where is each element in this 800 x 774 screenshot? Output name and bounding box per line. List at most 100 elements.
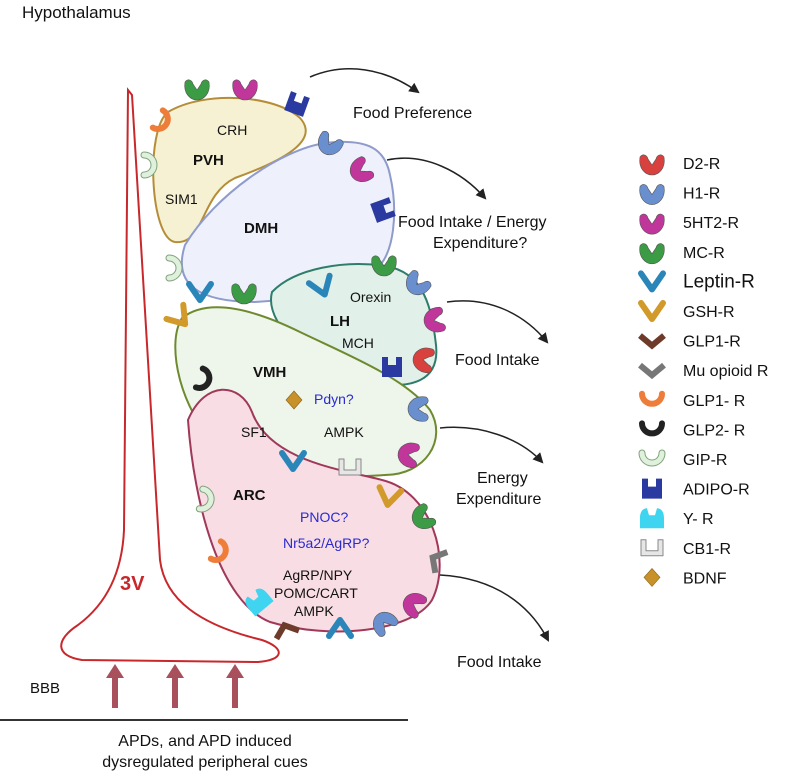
gip-rreceptor-icon	[140, 151, 158, 179]
legend-item: GLP1-R	[638, 333, 741, 351]
legend-label: H1-R	[683, 186, 720, 203]
diagram-title: Hypothalamus	[22, 3, 131, 22]
mc-rreceptor-icon	[184, 79, 210, 101]
marker-orexin: Orexin	[350, 289, 391, 305]
legend-item: MC-R	[639, 243, 725, 265]
5ht2-rreceptor-icon	[402, 592, 427, 619]
5ht2-rreceptor-icon	[423, 306, 446, 333]
legend-item: GIP-R	[638, 449, 727, 469]
diagram-receptors	[140, 79, 449, 641]
arrow-food-intake-lh	[446, 300, 549, 344]
5ht2-rreceptor-icon	[397, 442, 420, 469]
legend-label: Mu opioid R	[683, 363, 768, 380]
d2-rreceptor-icon	[639, 154, 665, 176]
marker-nr5a2-agrp: Nr5a2/AgRP?	[283, 535, 370, 551]
outcome-expenditure: Expenditure	[456, 491, 541, 508]
legend-item: Leptin-R	[638, 270, 755, 293]
legend-item: GSH-R	[638, 300, 735, 322]
marker-pdyn: Pdyn?	[314, 391, 354, 407]
legend-item: H1-R	[639, 184, 720, 205]
legend-item: GLP2- R	[639, 420, 745, 439]
outcome-food-preference: Food Preference	[353, 105, 472, 122]
legend-item: BDNF	[643, 567, 727, 587]
up-arrow-icon	[106, 664, 124, 708]
marker-mch: MCH	[342, 335, 374, 351]
glp1-rreceptor-icon	[639, 390, 665, 407]
glp1-rreceptor-icon	[149, 107, 171, 132]
region-pvh	[152, 96, 307, 244]
legend-label: MC-R	[683, 245, 725, 262]
outcome-energy: Energy	[477, 470, 528, 487]
outcome-food-intake-lh: Food Intake	[455, 352, 540, 369]
up-arrow-icon	[226, 664, 244, 708]
gsh-rreceptor-icon	[163, 301, 189, 328]
5ht2-rreceptor-icon	[639, 213, 665, 235]
mc-rreceptor-icon	[639, 243, 665, 265]
bdnfreceptor-icon	[643, 567, 661, 587]
cb1-rreceptor-icon	[338, 458, 362, 476]
legend-label: CB1-R	[683, 541, 731, 558]
marker-ampk-arc: AMPK	[294, 603, 334, 619]
leptin-rreceptor-icon	[186, 281, 214, 303]
legend-item: D2-R	[639, 154, 720, 176]
gsh-rreceptor-icon	[638, 300, 666, 322]
h1-rreceptor-icon	[372, 611, 399, 637]
outcome-food-intake-energy: Food Intake / Energy	[398, 214, 547, 231]
glp1-rreceptor-icon	[638, 333, 666, 350]
legend-item: Y- R	[640, 508, 714, 529]
adipo-rreceptor-icon	[370, 197, 396, 223]
mc-rreceptor-icon	[371, 255, 397, 277]
glp2-rreceptor-icon	[639, 420, 665, 437]
arrow-food-intake-energy	[386, 157, 487, 200]
third-ventricle-outline	[60, 87, 280, 664]
marker-pnoc: PNOC?	[300, 509, 348, 525]
h1-rreceptor-icon	[405, 270, 432, 296]
bbb-arrows	[106, 664, 244, 708]
legend-item: Mu opioid R	[638, 362, 768, 380]
glp2-rreceptor-icon	[192, 365, 213, 391]
marker-ampk-vmh: AMPK	[324, 424, 364, 440]
mc-rreceptor-icon	[231, 283, 257, 305]
legend-item: CB1-R	[640, 539, 731, 558]
mu-opioid-rreceptor-icon	[638, 362, 666, 380]
leptin-rreceptor-icon	[305, 272, 333, 298]
adipo-rreceptor-icon	[642, 478, 662, 499]
arrow-food-intake-arc	[439, 574, 549, 642]
legend-label: GIP-R	[683, 452, 727, 469]
mu-opioid-rreceptor-icon	[429, 549, 449, 574]
mc-rreceptor-icon	[411, 503, 436, 530]
gip-rreceptor-icon	[195, 485, 215, 513]
legend-label: Y- R	[683, 511, 714, 528]
cb1-rreceptor-icon	[640, 539, 664, 557]
arc-label: ARC	[233, 487, 266, 504]
adipo-rreceptor-icon	[284, 91, 310, 117]
legend-label: ADIPO-R	[683, 482, 750, 499]
y-rreceptor-icon	[245, 588, 274, 617]
dmh-label: DMH	[244, 220, 278, 237]
arrow-food-preference	[309, 68, 420, 94]
caption-line-2: dysregulated peripheral cues	[102, 754, 307, 771]
legend-label: 5HT2-R	[683, 215, 739, 232]
lh-label: LH	[330, 313, 350, 330]
5ht2-rreceptor-icon	[232, 79, 258, 101]
leptin-rreceptor-icon	[326, 617, 354, 639]
legend-item: GLP1- R	[639, 390, 745, 410]
arrow-energy-expenditure	[439, 426, 544, 464]
marker-pomc-cart: POMC/CART	[274, 585, 358, 601]
h1-rreceptor-icon	[407, 396, 429, 422]
legend-label: GLP2- R	[683, 422, 745, 439]
legend-item: ADIPO-R	[642, 478, 750, 499]
adipo-rreceptor-icon	[382, 357, 402, 377]
pvh-label: PVH	[193, 152, 224, 169]
legend-item: 5HT2-R	[639, 213, 739, 235]
region-dmh	[180, 141, 396, 304]
outcome-food-intake-arc: Food Intake	[457, 654, 542, 671]
bbb-label: BBB	[30, 680, 60, 697]
leptin-rreceptor-icon	[638, 270, 666, 293]
region-arc	[186, 388, 441, 633]
gip-rreceptor-icon	[165, 254, 183, 282]
marker-agrp-npy: AgRP/NPY	[283, 567, 353, 583]
marker-sf1: SF1	[241, 424, 267, 440]
h1-rreceptor-icon	[317, 131, 344, 156]
